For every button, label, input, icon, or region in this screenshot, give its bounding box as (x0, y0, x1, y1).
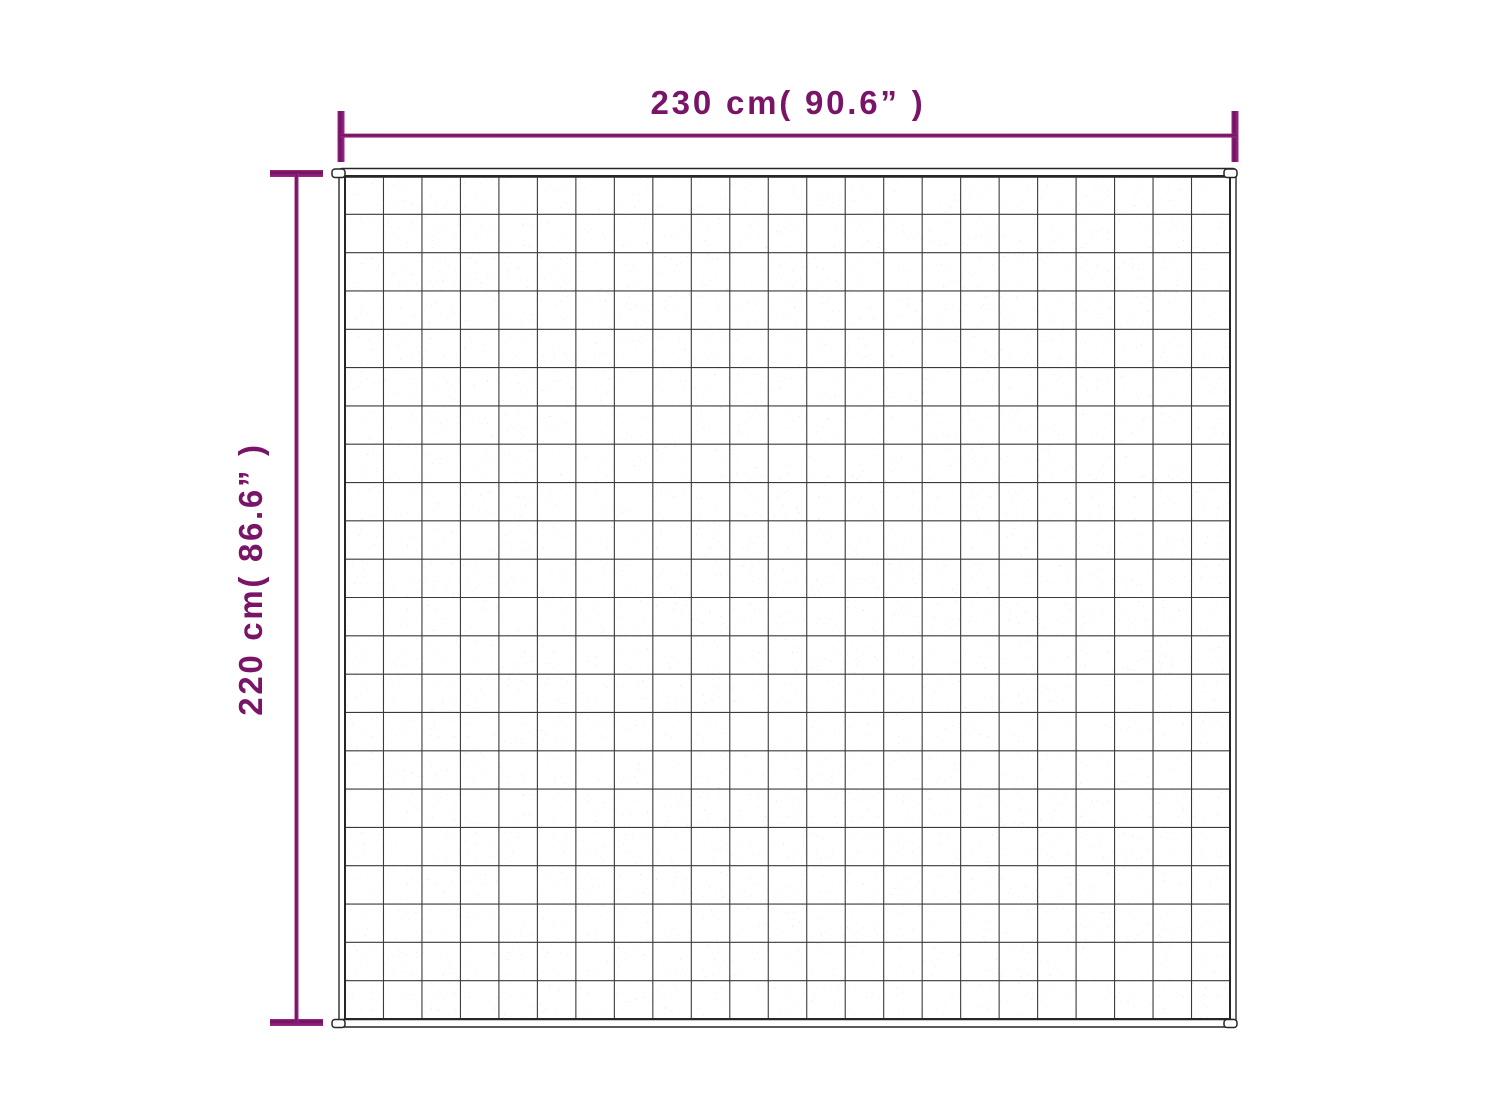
svg-text:220 cm( 86.6” ): 220 cm( 86.6” ) (232, 442, 269, 715)
svg-text:230 cm( 90.6” ): 230 cm( 90.6” ) (651, 84, 926, 121)
